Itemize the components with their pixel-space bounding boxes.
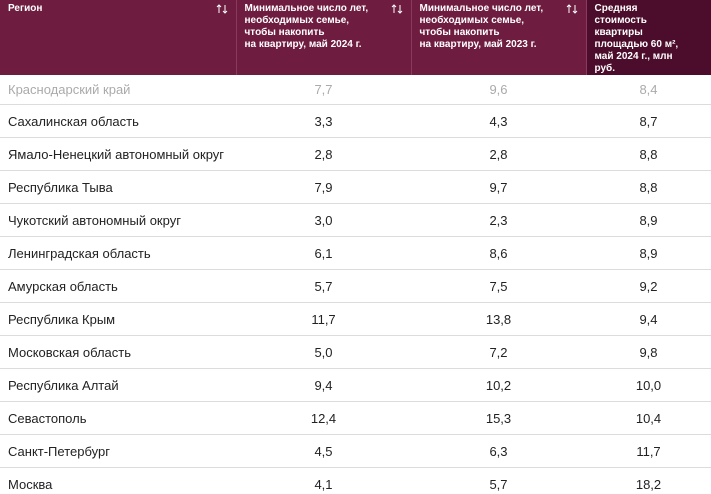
table-row: Республика Крым 11,7 13,8 9,4 xyxy=(0,302,711,336)
table-row: Республика Тыва 7,9 9,7 8,8 xyxy=(0,170,711,204)
table-row: Севастополь 12,4 15,3 10,4 xyxy=(0,401,711,435)
value-cell: 8,7 xyxy=(586,104,711,138)
value-cell: 2,8 xyxy=(411,137,586,171)
region-cell: Амурская область xyxy=(0,269,236,303)
table-row: Амурская область 5,7 7,5 9,2 xyxy=(0,269,711,303)
sort-icon[interactable] xyxy=(216,4,228,14)
value-cell: 7,7 xyxy=(236,75,411,105)
value-cell: 10,2 xyxy=(411,368,586,402)
region-cell: Ленинградская область xyxy=(0,236,236,270)
table-row: Ямало-Ненецкий автономный округ 2,8 2,8 8,8 xyxy=(0,137,711,171)
region-cell: Сахалинская область xyxy=(0,104,236,138)
region-cell: Краснодарский край xyxy=(0,75,236,105)
value-cell: 7,2 xyxy=(411,335,586,369)
value-cell: 2,8 xyxy=(236,137,411,171)
table-row: Краснодарский край 7,7 9,6 8,4 xyxy=(0,75,711,105)
value-cell: 7,5 xyxy=(411,269,586,303)
column-header[interactable]: Средняя стоимость квартиры площадью 60 м… xyxy=(586,0,711,75)
value-cell: 4,1 xyxy=(236,467,411,494)
value-cell: 12,4 xyxy=(236,401,411,435)
column-header[interactable]: Минимальное число лет, необходимых семье… xyxy=(411,0,587,75)
value-cell: 6,3 xyxy=(411,434,586,468)
table-row: Москва 4,1 5,7 18,2 xyxy=(0,467,711,494)
value-cell: 10,4 xyxy=(586,401,711,435)
value-cell: 2,3 xyxy=(411,203,586,237)
sort-icon[interactable] xyxy=(391,4,403,14)
value-cell: 9,2 xyxy=(586,269,711,303)
value-cell: 8,9 xyxy=(586,203,711,237)
column-header[interactable]: Минимальное число лет, необходимых семье… xyxy=(236,0,412,75)
value-cell: 18,2 xyxy=(586,467,711,494)
table-row: Ленинградская область 6,1 8,6 8,9 xyxy=(0,236,711,270)
region-cell: Чукотский автономный округ xyxy=(0,203,236,237)
sort-icon[interactable] xyxy=(566,4,578,14)
region-cell: Ямало-Ненецкий автономный округ xyxy=(0,137,236,171)
value-cell: 7,9 xyxy=(236,170,411,204)
column-header[interactable]: Регион xyxy=(0,0,237,75)
table-row: Московская область 5,0 7,2 9,8 xyxy=(0,335,711,369)
header-row: Регион Минимальное число лет, необходимых… xyxy=(0,0,711,75)
value-cell: 9,6 xyxy=(411,75,586,105)
region-cell: Санкт-Петербург xyxy=(0,434,236,468)
value-cell: 4,5 xyxy=(236,434,411,468)
value-cell: 15,3 xyxy=(411,401,586,435)
table-row: Чукотский автономный округ 3,0 2,3 8,9 xyxy=(0,203,711,237)
table-row: Санкт-Петербург 4,5 6,3 11,7 xyxy=(0,434,711,468)
value-cell: 10,0 xyxy=(586,368,711,402)
value-cell: 8,6 xyxy=(411,236,586,270)
value-cell: 5,7 xyxy=(411,467,586,494)
value-cell: 3,3 xyxy=(236,104,411,138)
value-cell: 5,0 xyxy=(236,335,411,369)
value-cell: 11,7 xyxy=(586,434,711,468)
region-cell: Республика Алтай xyxy=(0,368,236,402)
value-cell: 4,3 xyxy=(411,104,586,138)
region-cell: Московская область xyxy=(0,335,236,369)
value-cell: 9,4 xyxy=(586,302,711,336)
value-cell: 11,7 xyxy=(236,302,411,336)
value-cell: 9,8 xyxy=(586,335,711,369)
value-cell: 6,1 xyxy=(236,236,411,270)
region-cell: Республика Крым xyxy=(0,302,236,336)
table-body: Краснодарский край 7,7 9,6 8,4 Сахалинская о… xyxy=(0,75,711,494)
table-row: Республика Алтай 9,4 10,2 10,0 xyxy=(0,368,711,402)
value-cell: 5,7 xyxy=(236,269,411,303)
value-cell: 8,9 xyxy=(586,236,711,270)
value-cell: 3,0 xyxy=(236,203,411,237)
value-cell: 9,7 xyxy=(411,170,586,204)
value-cell: 8,8 xyxy=(586,170,711,204)
table-row: Сахалинская область 3,3 4,3 8,7 xyxy=(0,104,711,138)
value-cell: 9,4 xyxy=(236,368,411,402)
region-cell: Севастополь xyxy=(0,401,236,435)
value-cell: 8,4 xyxy=(586,75,711,105)
value-cell: 13,8 xyxy=(411,302,586,336)
region-cell: Москва xyxy=(0,467,236,494)
region-cell: Республика Тыва xyxy=(0,170,236,204)
value-cell: 8,8 xyxy=(586,137,711,171)
